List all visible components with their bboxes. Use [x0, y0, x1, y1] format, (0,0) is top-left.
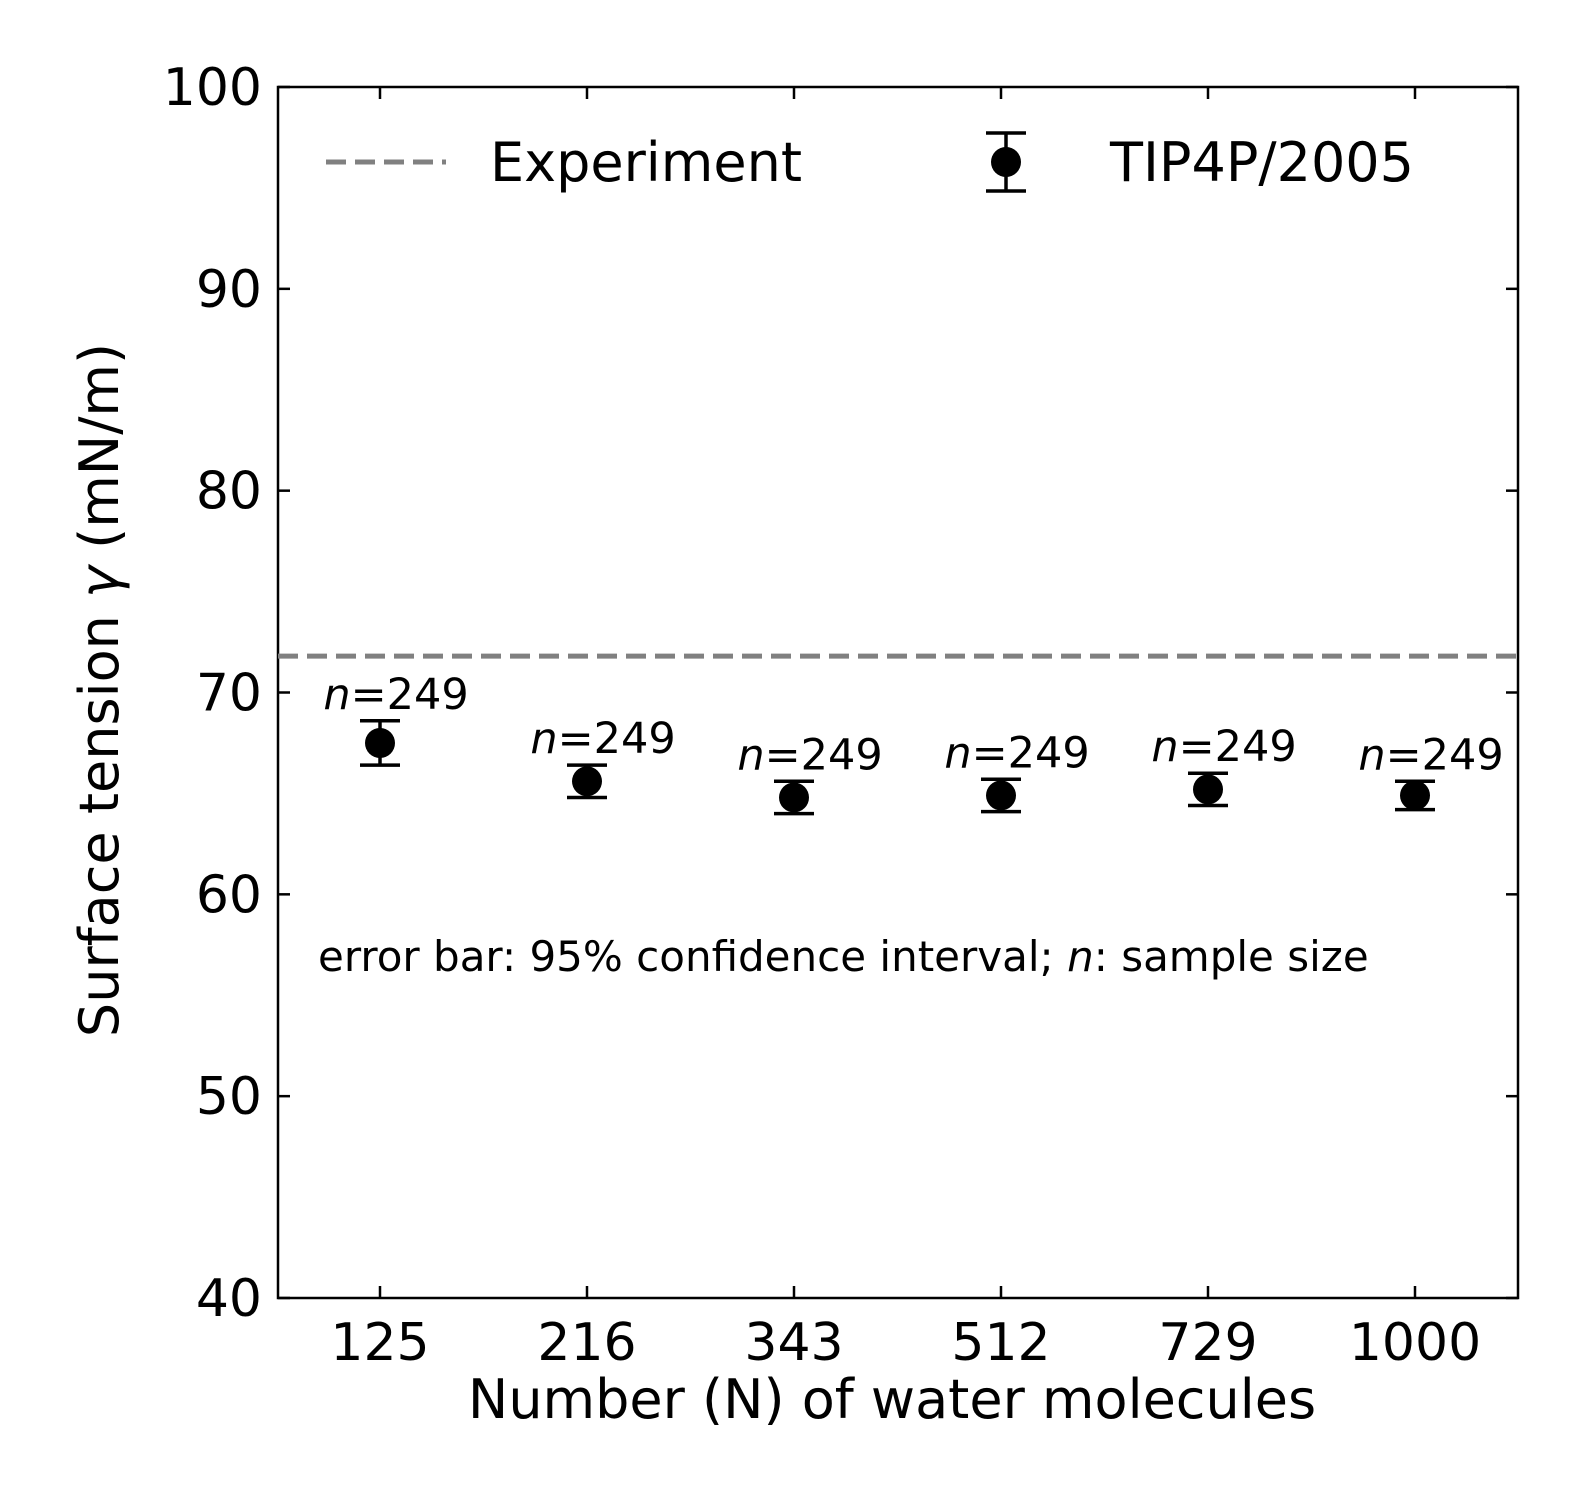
- axis-ticks: 40 50 60 70 80 90 100 125 216 343 512 729 1000: [163, 58, 1518, 1373]
- sample-size-value: =249: [351, 670, 469, 720]
- data-point-512: [981, 777, 1021, 814]
- annotation-note: error bar: 95% confidence interval; n: s…: [318, 932, 1369, 981]
- x-tick-label: 343: [744, 1313, 843, 1373]
- data-marker: [365, 727, 395, 758]
- legend-experiment-label: Experiment: [490, 131, 802, 194]
- y-axis-title-symbol: γ: [68, 563, 131, 598]
- sample-size-value: =249: [765, 730, 883, 780]
- sample-size-symbol: n: [1358, 730, 1385, 780]
- sample-size-label: n=249: [944, 728, 1089, 778]
- sample-size-symbol: n: [737, 730, 764, 780]
- sample-size-value: =249: [558, 714, 676, 764]
- y-tick-label: 60: [196, 865, 262, 925]
- sample-size-value: =249: [1179, 722, 1297, 772]
- sample-size-value: =249: [972, 728, 1090, 778]
- y-tick-label: 100: [163, 58, 262, 118]
- sample-size-symbol: n: [1151, 722, 1178, 772]
- data-marker: [779, 782, 809, 813]
- y-tick-label: 90: [196, 260, 262, 320]
- y-axis-title-prefix: Surface tension: [68, 598, 131, 1037]
- x-tick-label: 125: [330, 1313, 429, 1373]
- x-tick-label: 216: [537, 1313, 636, 1373]
- y-axis-title-suffix: (mN/m): [68, 343, 131, 566]
- legend: Experiment TIP4P/2005: [326, 131, 1414, 194]
- annotation-part2: : sample size: [1094, 932, 1369, 981]
- sample-size-symbol: n: [944, 728, 971, 778]
- sample-size-label: n=249: [323, 670, 468, 720]
- y-tick-label: 50: [196, 1067, 262, 1127]
- y-tick-label: 40: [196, 1269, 262, 1329]
- x-tick-label: 729: [1158, 1313, 1257, 1373]
- data-point-729: [1188, 771, 1228, 808]
- sample-size-symbol: n: [323, 670, 350, 720]
- sample-size-symbol: n: [530, 714, 557, 764]
- data-marker: [986, 780, 1016, 811]
- sample-size-label: n=249: [1358, 730, 1503, 780]
- sample-size-value: =249: [1386, 730, 1504, 780]
- legend-tip4p-dot: [991, 147, 1021, 177]
- data-points: [360, 719, 1435, 816]
- y-tick-label: 70: [196, 664, 262, 724]
- x-axis-title: Number (N) of water molecules: [468, 1368, 1316, 1431]
- data-marker: [1193, 774, 1223, 805]
- x-tick-label: 1000: [1349, 1313, 1481, 1373]
- sample-size-label: n=249: [737, 730, 882, 780]
- annotation-symbol: n: [1067, 932, 1094, 981]
- data-marker: [1400, 780, 1430, 811]
- data-point-1000: [1395, 779, 1435, 812]
- data-point-125: [360, 719, 400, 767]
- data-marker: [572, 766, 602, 797]
- x-tick-label: 512: [951, 1313, 1050, 1373]
- y-axis-title: Surface tension γ (mN/m): [68, 343, 131, 1037]
- annotation-part1: error bar: 95% confidence interval;: [318, 932, 1067, 981]
- data-point-343: [774, 779, 814, 816]
- sample-size-label: n=249: [1151, 722, 1296, 772]
- legend-tip4p-label: TIP4P/2005: [1109, 131, 1414, 194]
- y-tick-label: 80: [196, 462, 262, 522]
- sample-size-label: n=249: [530, 714, 675, 764]
- data-point-216: [567, 763, 607, 800]
